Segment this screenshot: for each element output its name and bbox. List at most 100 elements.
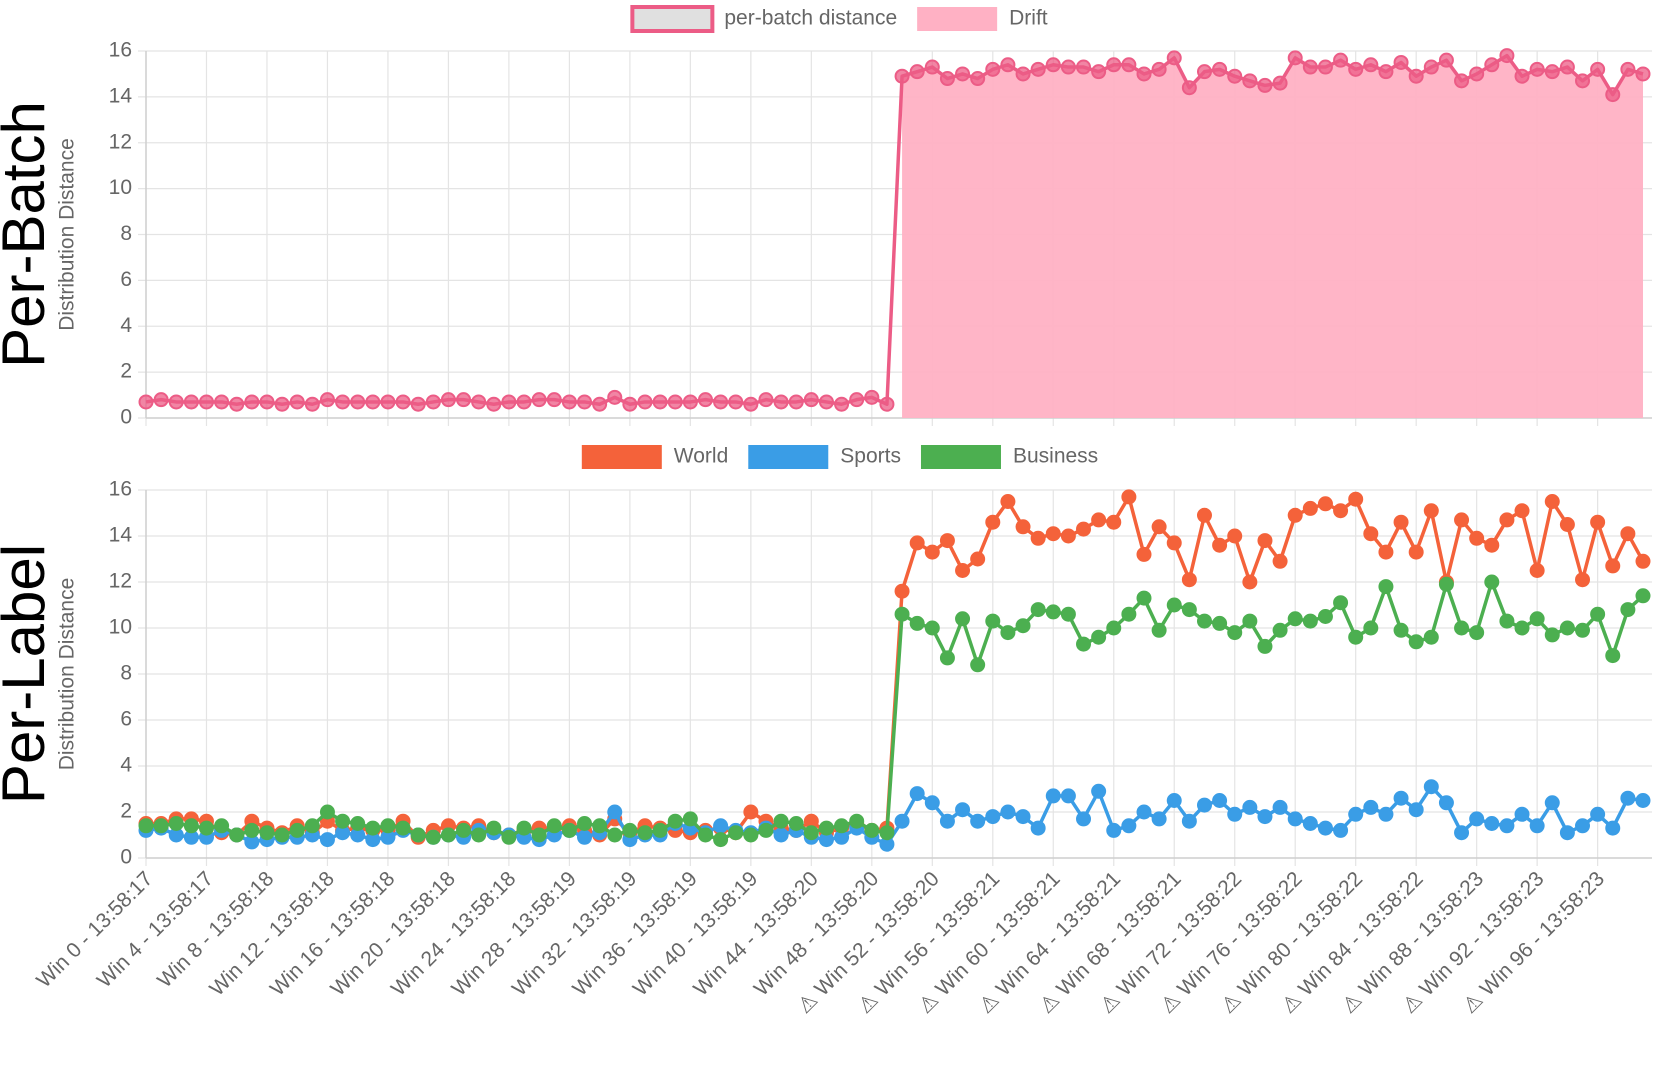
data-point <box>637 394 653 410</box>
data-point <box>607 804 623 820</box>
data-point <box>1015 519 1031 535</box>
data-point <box>153 392 169 408</box>
data-point <box>1559 620 1575 636</box>
data-point <box>1423 629 1439 645</box>
legend-swatch <box>748 445 829 469</box>
y-tick-label: 2 <box>120 800 132 823</box>
data-point <box>1076 521 1092 537</box>
data-point <box>1514 503 1530 519</box>
legend-label: Sports <box>840 445 901 468</box>
data-point <box>1227 528 1243 544</box>
series-line <box>145 53 1644 406</box>
y-tick-label: 12 <box>109 570 132 593</box>
data-point <box>456 392 472 408</box>
data-point <box>879 825 895 841</box>
data-point <box>1257 533 1273 549</box>
data-point <box>909 64 925 80</box>
data-point <box>924 544 940 560</box>
data-point <box>970 657 986 673</box>
y-tick-label: 8 <box>120 222 132 245</box>
data-point <box>1575 572 1591 588</box>
data-point <box>1620 61 1636 77</box>
data-point <box>667 394 683 410</box>
y-tick-label: 8 <box>120 662 132 685</box>
data-point <box>289 394 305 410</box>
data-point <box>1121 489 1137 505</box>
data-point <box>985 809 1001 825</box>
data-point <box>1559 825 1575 841</box>
data-point <box>1469 625 1485 641</box>
legend-item: Sports <box>748 445 901 469</box>
data-point <box>1575 818 1591 834</box>
data-point <box>939 813 955 829</box>
data-point <box>1091 629 1107 645</box>
data-point <box>909 615 925 631</box>
y-axis-title: Distribution Distance <box>56 138 79 331</box>
data-point <box>410 396 426 412</box>
data-point <box>1030 530 1046 546</box>
data-point <box>1212 61 1228 77</box>
data-point <box>1438 576 1454 592</box>
data-point <box>1136 804 1152 820</box>
y-tick-label: 0 <box>120 406 132 429</box>
data-point <box>1151 61 1167 77</box>
data-point <box>743 827 759 843</box>
data-point <box>1529 611 1545 627</box>
data-point <box>1590 61 1606 77</box>
data-point <box>1151 622 1167 638</box>
data-point <box>1423 779 1439 795</box>
data-point <box>1000 804 1016 820</box>
data-point <box>1363 57 1379 73</box>
data-point <box>652 394 668 410</box>
data-point <box>1484 816 1500 831</box>
data-point <box>955 66 971 82</box>
data-point <box>1181 80 1197 96</box>
data-point <box>1348 491 1364 507</box>
data-point <box>1544 494 1560 509</box>
data-point <box>1166 793 1182 808</box>
y-tick-label: 6 <box>120 708 132 731</box>
data-point <box>1076 636 1092 652</box>
data-point <box>1106 57 1122 73</box>
data-point <box>1393 54 1409 70</box>
data-point <box>622 396 638 412</box>
data-point <box>1272 622 1288 638</box>
data-point <box>1000 494 1016 509</box>
data-point <box>531 827 547 843</box>
data-point <box>1438 52 1454 68</box>
data-point <box>1287 507 1303 523</box>
data-point <box>1333 52 1349 68</box>
legend-label: World <box>674 445 728 468</box>
drift-area <box>902 55 1643 419</box>
data-point <box>970 71 986 87</box>
data-point <box>1151 811 1167 827</box>
data-point <box>1030 602 1046 618</box>
legend: per-batch distance Drift <box>630 5 1048 33</box>
data-point <box>879 396 895 412</box>
data-point <box>259 394 275 410</box>
data-point <box>1529 818 1545 834</box>
legend-item: World <box>581 445 728 469</box>
data-point <box>713 832 729 848</box>
data-point <box>259 825 275 841</box>
data-point <box>1635 588 1651 604</box>
data-point <box>1287 611 1303 627</box>
data-point <box>1499 818 1515 834</box>
data-point <box>1423 59 1439 75</box>
data-point <box>1590 514 1606 530</box>
data-point <box>1227 68 1243 84</box>
data-point <box>229 396 245 412</box>
data-point <box>1302 59 1318 75</box>
data-point <box>834 396 850 412</box>
data-point <box>1635 793 1651 808</box>
data-point <box>1000 57 1016 73</box>
y-tick-label: 4 <box>120 754 132 777</box>
data-point <box>1454 620 1470 636</box>
data-point <box>985 514 1001 530</box>
data-point <box>486 820 502 836</box>
data-point <box>924 795 940 811</box>
data-point <box>1166 50 1182 66</box>
data-point <box>592 396 608 412</box>
y-tick-label: 14 <box>109 524 133 547</box>
